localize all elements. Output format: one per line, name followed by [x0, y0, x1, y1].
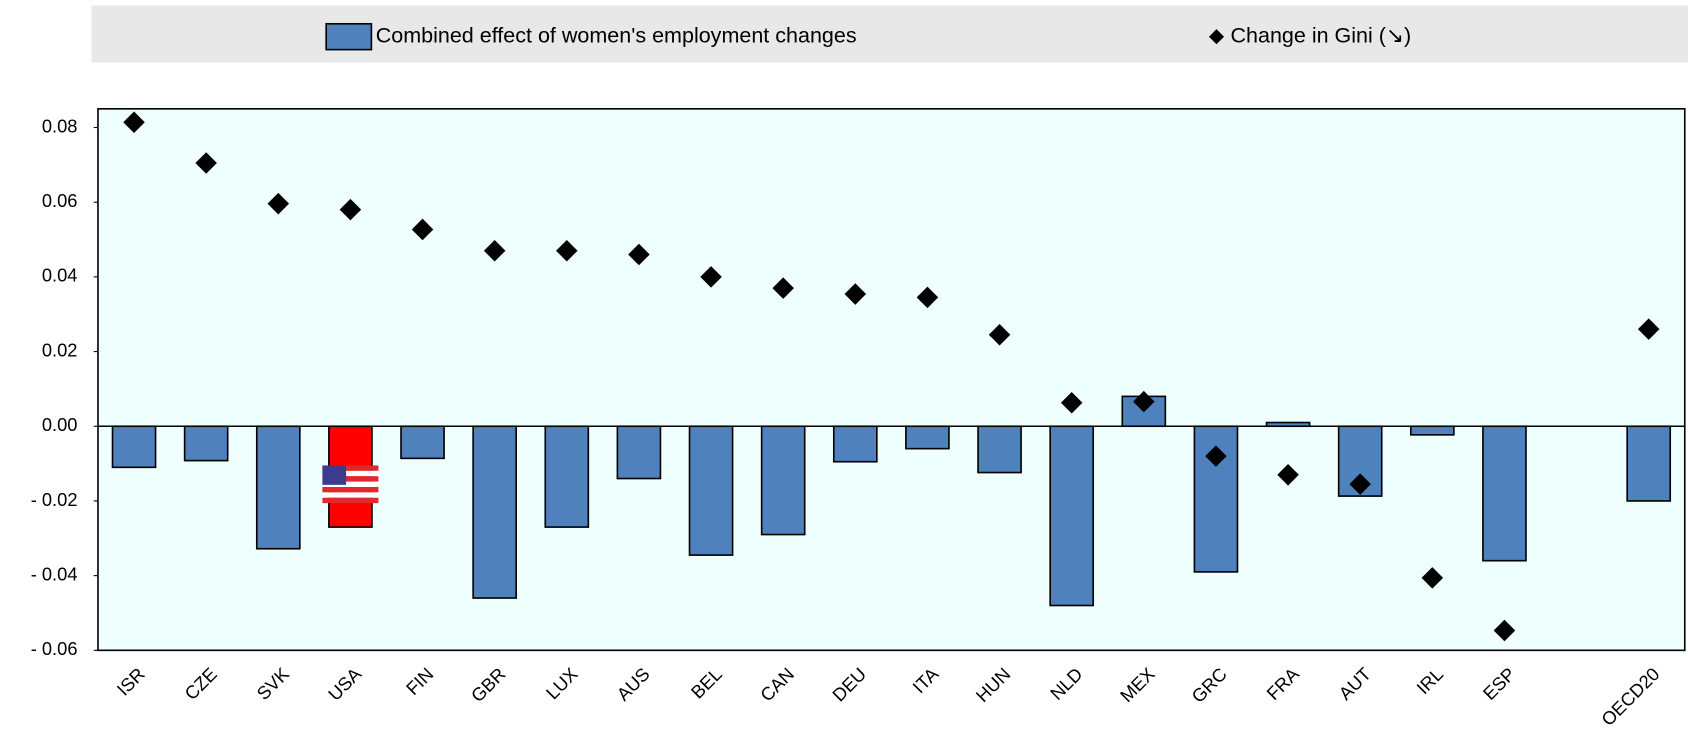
gini-marker: [483, 239, 506, 262]
x-tick-label: AUS: [612, 663, 653, 704]
flag-stripe: [322, 465, 379, 471]
gini-marker: [1421, 567, 1444, 589]
flag-stripe: [322, 486, 379, 493]
gini-marker: [1349, 473, 1371, 495]
flag-stripe: [322, 470, 379, 477]
x-tick-label: CZE: [180, 663, 221, 704]
flag-icon: [322, 465, 379, 504]
bar: [1049, 425, 1095, 607]
gini-marker: [1205, 445, 1227, 467]
bar: [832, 425, 878, 463]
bar: [760, 425, 806, 536]
y-tick-label: - 0.02: [31, 489, 78, 510]
gini-marker: [123, 111, 145, 134]
x-tick-label: BEL: [687, 663, 726, 702]
flag-stripe: [322, 476, 379, 482]
bar: [1626, 425, 1672, 502]
plot-area: [97, 108, 1685, 651]
x-tick-label: AUT: [1334, 663, 1375, 704]
bar: [183, 425, 229, 462]
y-tick-label: 0.00: [42, 414, 78, 435]
gini-marker: [339, 198, 362, 221]
gini-marker: [1637, 318, 1660, 340]
flag-stripe: [322, 497, 379, 504]
gini-marker: [628, 243, 650, 266]
bar: [1409, 425, 1455, 436]
gini-marker: [556, 239, 578, 262]
x-tick-label: ITA: [908, 663, 943, 698]
x-tick-label: ESP: [1479, 663, 1520, 704]
gini-marker: [1493, 619, 1516, 642]
bar: [688, 425, 734, 556]
flag-stripe: [322, 492, 379, 498]
x-tick-label: LUX: [542, 663, 582, 703]
y-tick-label: 0.02: [42, 339, 78, 360]
y-tick-label: 0.04: [42, 265, 78, 286]
gini-marker: [916, 286, 939, 309]
x-tick-label: HUN: [972, 663, 1015, 706]
y-tick-label: 0.06: [42, 190, 78, 211]
x-tick-label: IRL: [1412, 663, 1447, 698]
bar: [255, 425, 301, 550]
y-tick-label: 0.08: [42, 115, 78, 136]
y-tick-label: - 0.06: [31, 638, 78, 659]
gini-marker: [844, 283, 867, 305]
x-tick-label: CAN: [756, 663, 798, 705]
y-tick-label: - 0.04: [31, 563, 78, 584]
x-tick-label: USA: [324, 663, 366, 705]
bar: [400, 425, 445, 460]
x-tick-label: OECD20: [1597, 663, 1664, 730]
gini-marker: [988, 323, 1011, 346]
x-tick-label: DEU: [828, 663, 870, 705]
gini-marker: [1060, 391, 1083, 414]
x-tick-label: NLD: [1046, 663, 1087, 704]
gini-marker: [1277, 464, 1299, 486]
bar: [111, 425, 157, 469]
x-tick-label: MEX: [1116, 663, 1159, 706]
x-tick-label: SVK: [252, 663, 293, 704]
legend-label: Combined effect of women's employment ch…: [376, 23, 857, 47]
bar: [616, 425, 662, 480]
x-tick-label: FIN: [402, 663, 438, 699]
legend-swatch: [325, 22, 373, 51]
x-tick-label: ISR: [112, 663, 148, 699]
gini-marker: [267, 192, 290, 215]
x-tick-label: GRC: [1187, 663, 1231, 707]
x-tick-label: FRA: [1262, 663, 1303, 704]
flag-stripe: [322, 481, 379, 487]
bar: [472, 425, 518, 599]
flag-canton: [322, 465, 347, 485]
bar: [905, 425, 950, 450]
bar: [1482, 425, 1527, 562]
legend-label: Change in Gini (↘): [1230, 23, 1411, 47]
bar: [544, 425, 590, 528]
plot-border: [97, 108, 1686, 652]
gini-marker: [1133, 390, 1155, 413]
bar: [977, 425, 1022, 474]
x-tick-label: GBR: [467, 663, 510, 706]
